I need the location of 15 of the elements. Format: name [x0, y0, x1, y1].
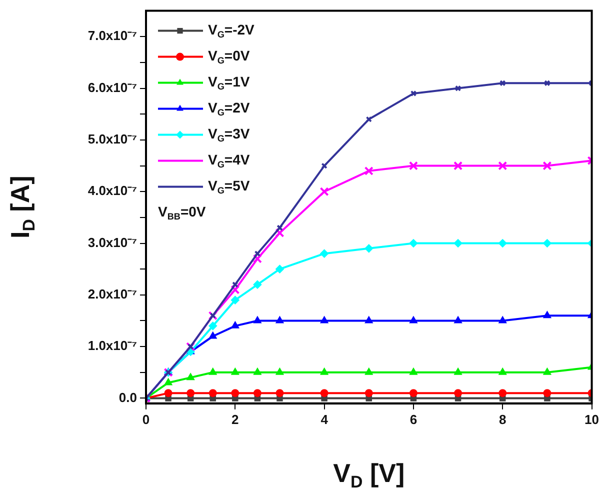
y-tick-label: 5.0x10⁻⁷ — [88, 132, 137, 147]
x-tick-label: 2 — [232, 412, 239, 427]
y-tick-label: 3.0x10⁻⁷ — [88, 234, 137, 250]
y-tick-label: 0.0 — [118, 390, 137, 405]
y-axis-title: ID [A] — [5, 176, 38, 238]
x-tick-label: 6 — [410, 412, 418, 427]
y-tick-label: 6.0x10⁻⁷ — [88, 80, 137, 95]
y-tick-label: 4.0x10⁻⁷ — [88, 183, 137, 198]
x-tick-label: 0 — [142, 412, 150, 427]
y-tick-label: 7.0x10⁻⁷ — [88, 28, 137, 44]
x-tick-label: 8 — [499, 412, 506, 427]
y-tick-label: 2.0x10⁻⁷ — [88, 286, 137, 302]
x-tick-label: 4 — [320, 412, 329, 427]
x-tick-label: 10 — [584, 412, 600, 427]
y-tick-label: 1.0x10⁻⁷ — [88, 338, 137, 354]
